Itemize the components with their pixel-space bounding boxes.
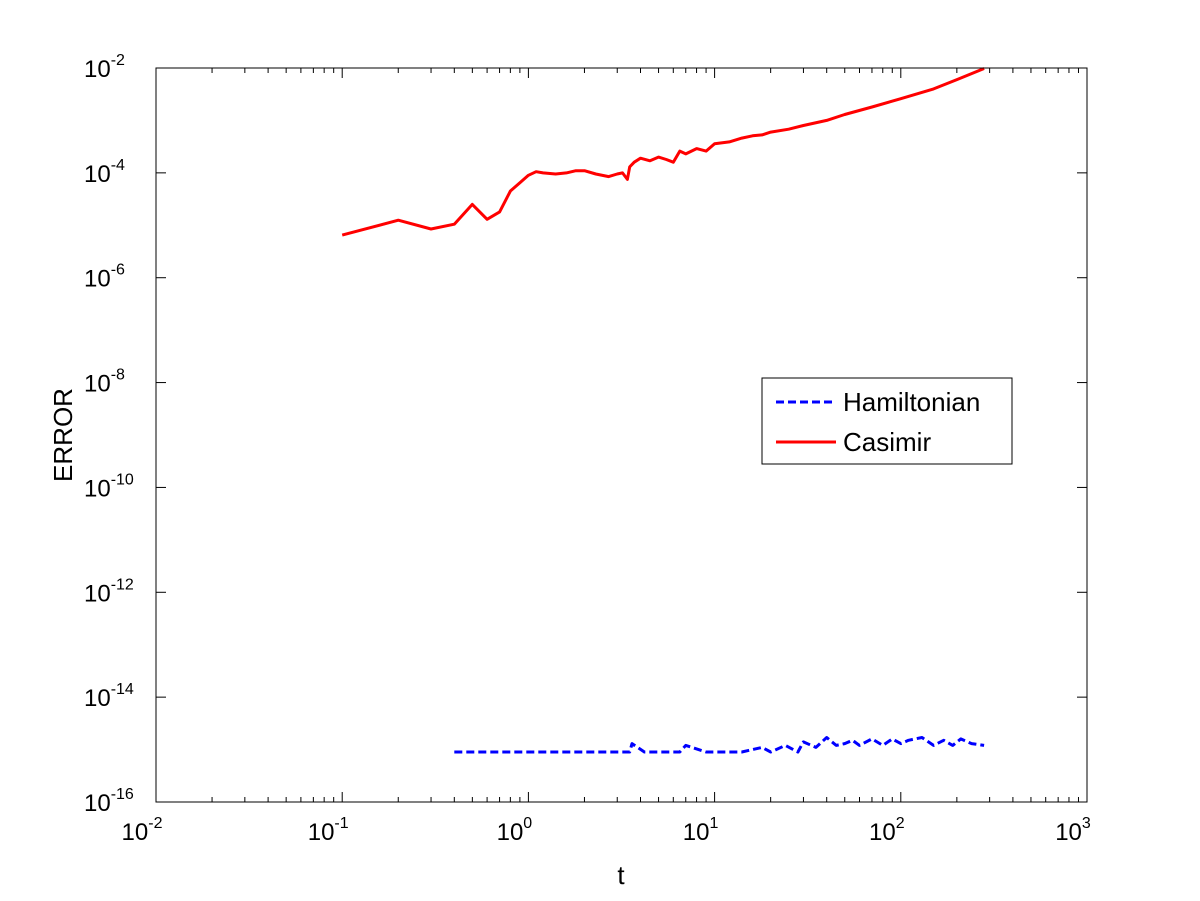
y-tick-label: 10-16: [84, 786, 134, 817]
y-axis-title: ERROR: [48, 388, 78, 482]
plot-frame: [155, 67, 1088, 803]
y-tick-label: 10-12: [84, 576, 134, 607]
y-tick-labels: 10-16 10-14 10-12 10-10 10-8 10-6 10-4 10-2: [84, 52, 134, 817]
x-tick-label: 103: [1055, 815, 1091, 846]
y-tick-label: 10-6: [84, 262, 125, 293]
x-tick-label: 101: [683, 815, 719, 846]
legend-label-hamiltonian: Hamiltonian: [843, 387, 980, 417]
y-tick-label: 10-14: [84, 681, 134, 712]
x-axis-title: t: [617, 860, 625, 890]
series-line-hamiltonian: [454, 736, 985, 754]
minor-ticks: [211, 68, 1079, 802]
x-tick-label: 10-2: [122, 815, 163, 846]
legend: Hamiltonian Casimir: [761, 377, 1013, 465]
legend-box: [761, 377, 1013, 465]
y-tick-label: 10-10: [84, 471, 134, 502]
x-tick-label: 100: [497, 815, 533, 846]
series-layer: [341, 67, 985, 754]
legend-label-casimir: Casimir: [843, 427, 931, 457]
series-line-casimir: [341, 67, 985, 237]
y-tick-label: 10-8: [84, 367, 125, 398]
y-tick-label: 10-4: [84, 157, 125, 188]
y-tick-label: 10-2: [84, 52, 125, 83]
x-tick-labels: 10-2 10-1 100 101 102 103: [122, 815, 1091, 846]
x-tick-label: 102: [869, 815, 905, 846]
x-tick-label: 10-1: [308, 815, 349, 846]
